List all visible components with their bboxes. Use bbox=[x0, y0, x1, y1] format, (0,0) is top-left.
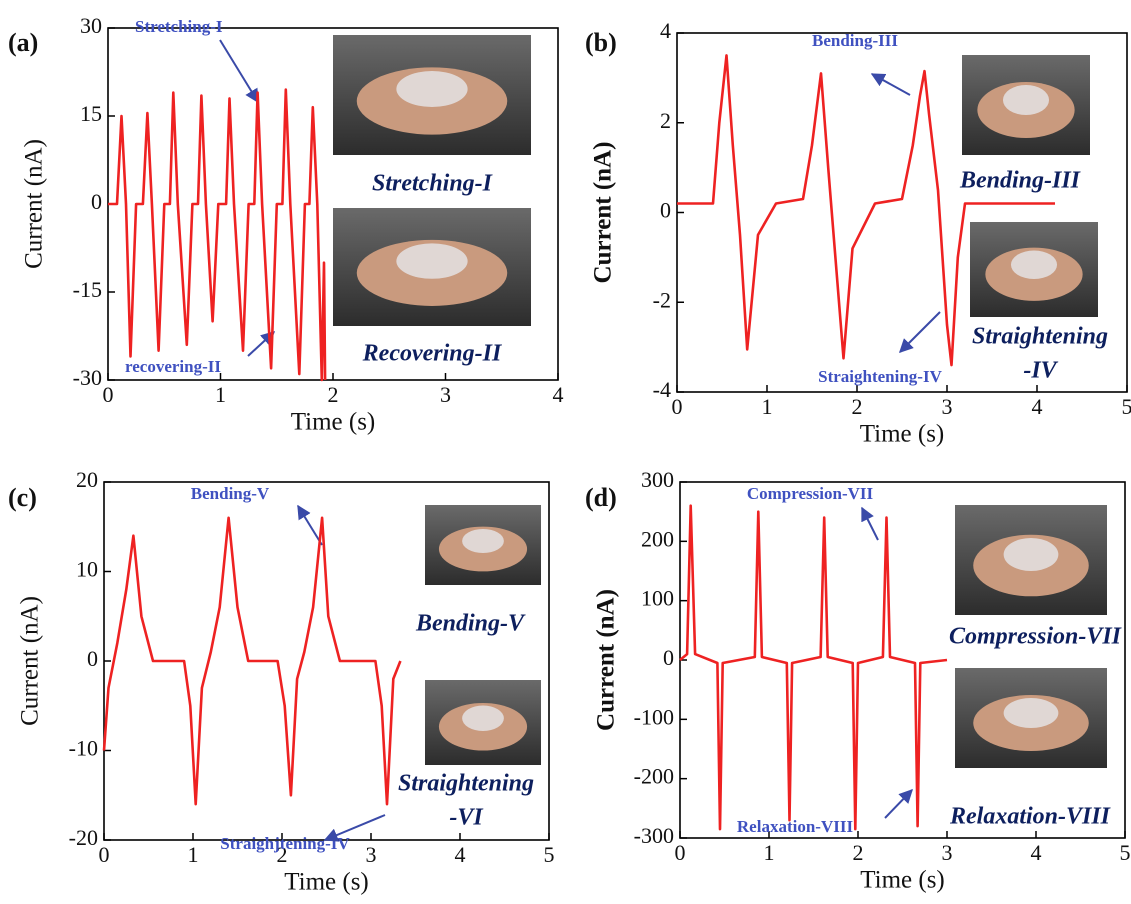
y-axis-label: Current (nA) bbox=[593, 589, 620, 731]
annotation: Straightening-IV bbox=[818, 367, 942, 386]
x-tick-label: 1 bbox=[764, 840, 775, 865]
y-tick-label: -10 bbox=[69, 736, 98, 761]
annotation: Relaxation-VIII bbox=[737, 817, 854, 836]
panel-label: (a) bbox=[8, 28, 38, 57]
data-line bbox=[104, 518, 400, 804]
photo-caption: -VI bbox=[449, 805, 484, 831]
panel: 0 1 2 3 4 5 -4 -2 0 2 4 Time (s) Current (nA) (b) Bend… bbox=[585, 18, 1131, 448]
panel: 0 1 2 3 4 -30 -15 0 15 30 Time (s) Current (nA) (a) S… bbox=[8, 13, 564, 436]
x-axis-label: Time (s) bbox=[860, 867, 945, 894]
annotation-arrow bbox=[325, 815, 385, 840]
photo-caption: Recovering-II bbox=[362, 341, 503, 367]
y-tick-label: 300 bbox=[641, 467, 674, 492]
photo-caption: Straightening bbox=[398, 771, 534, 797]
y-tick-label: 0 bbox=[663, 645, 674, 670]
annotation: Bending-V bbox=[191, 484, 270, 503]
y-tick-label: 100 bbox=[641, 586, 674, 611]
x-tick-label: 5 bbox=[1120, 840, 1131, 865]
y-axis-label: Current (nA) bbox=[21, 139, 48, 269]
annotation: Compression-VII bbox=[747, 484, 874, 503]
x-axis-label: Time (s) bbox=[284, 869, 369, 896]
y-tick-label: -30 bbox=[73, 365, 102, 390]
photo-caption: Stretching-I bbox=[372, 171, 494, 197]
annotation: recovering-II bbox=[125, 357, 221, 376]
y-tick-label: 4 bbox=[660, 18, 671, 43]
x-tick-label: 0 bbox=[675, 840, 686, 865]
y-axis-label: Current (nA) bbox=[590, 142, 617, 284]
photo-caption: -IV bbox=[1023, 358, 1058, 384]
data-line bbox=[680, 506, 947, 829]
y-tick-label: -200 bbox=[634, 764, 674, 789]
photo-caption: Bending-III bbox=[959, 168, 1082, 194]
x-axis-label: Time (s) bbox=[860, 421, 945, 448]
y-tick-label: 0 bbox=[91, 189, 102, 214]
x-tick-label: 1 bbox=[215, 382, 226, 407]
y-axis-label: Current (nA) bbox=[17, 596, 44, 726]
annotation-arrow bbox=[885, 790, 912, 818]
x-tick-label: 2 bbox=[853, 840, 864, 865]
y-tick-label: 20 bbox=[76, 467, 98, 492]
annotation-arrow bbox=[298, 506, 322, 545]
photo-device bbox=[396, 71, 467, 107]
panel-label: (d) bbox=[585, 483, 617, 512]
photo-device bbox=[1004, 538, 1059, 571]
x-tick-label: 1 bbox=[188, 842, 199, 867]
x-axis-label: Time (s) bbox=[291, 409, 376, 436]
x-tick-label: 0 bbox=[103, 382, 114, 407]
photo-caption: Compression-VII bbox=[949, 624, 1123, 650]
x-tick-label: 4 bbox=[1032, 394, 1043, 419]
y-tick-label: -4 bbox=[653, 377, 671, 402]
y-tick-label: -100 bbox=[634, 704, 674, 729]
y-tick-label: 200 bbox=[641, 526, 674, 551]
photo-device bbox=[462, 706, 504, 732]
x-tick-label: 2 bbox=[328, 382, 339, 407]
x-tick-label: 5 bbox=[1122, 394, 1131, 419]
x-tick-label: 3 bbox=[366, 842, 377, 867]
photo-device bbox=[1011, 251, 1057, 280]
y-tick-label: -300 bbox=[634, 823, 674, 848]
photo-caption: Relaxation-VIII bbox=[949, 804, 1112, 830]
y-tick-label: -20 bbox=[69, 825, 98, 850]
photo-device bbox=[1004, 698, 1059, 728]
annotation: Stretching-I bbox=[135, 17, 223, 36]
data-line bbox=[108, 90, 325, 380]
photo-caption: Straightening bbox=[972, 324, 1108, 350]
x-tick-label: 5 bbox=[544, 842, 555, 867]
x-tick-label: 2 bbox=[852, 394, 863, 419]
x-tick-label: 4 bbox=[455, 842, 466, 867]
x-tick-label: 4 bbox=[1031, 840, 1042, 865]
x-tick-label: 3 bbox=[942, 840, 953, 865]
x-tick-label: 3 bbox=[942, 394, 953, 419]
figure: 01234-30-1501530Time (s)Current (nA)(a)S… bbox=[0, 0, 1131, 904]
y-tick-label: 30 bbox=[80, 13, 102, 38]
y-tick-label: 10 bbox=[76, 557, 98, 582]
x-tick-label: 0 bbox=[672, 394, 683, 419]
x-tick-label: 4 bbox=[553, 382, 564, 407]
panel-label: (b) bbox=[585, 28, 617, 57]
y-tick-label: 0 bbox=[660, 198, 671, 223]
photo-device bbox=[1003, 85, 1049, 115]
y-tick-label: -2 bbox=[653, 287, 671, 312]
x-tick-label: 0 bbox=[99, 842, 110, 867]
y-tick-label: 0 bbox=[87, 646, 98, 671]
panel-label: (c) bbox=[8, 483, 37, 512]
y-tick-label: 15 bbox=[80, 101, 102, 126]
x-tick-label: 1 bbox=[762, 394, 773, 419]
photo-caption: Bending-V bbox=[415, 611, 526, 637]
annotation-arrow bbox=[220, 40, 258, 102]
y-tick-label: 2 bbox=[660, 108, 671, 133]
photo-device bbox=[396, 243, 467, 278]
annotation-arrow bbox=[862, 508, 878, 540]
y-tick-label: -15 bbox=[73, 277, 102, 302]
annotation-arrow bbox=[900, 312, 940, 352]
annotation: Bending-III bbox=[812, 31, 898, 50]
photo-device bbox=[462, 529, 504, 553]
x-tick-label: 3 bbox=[440, 382, 451, 407]
annotation-arrow bbox=[872, 74, 910, 95]
